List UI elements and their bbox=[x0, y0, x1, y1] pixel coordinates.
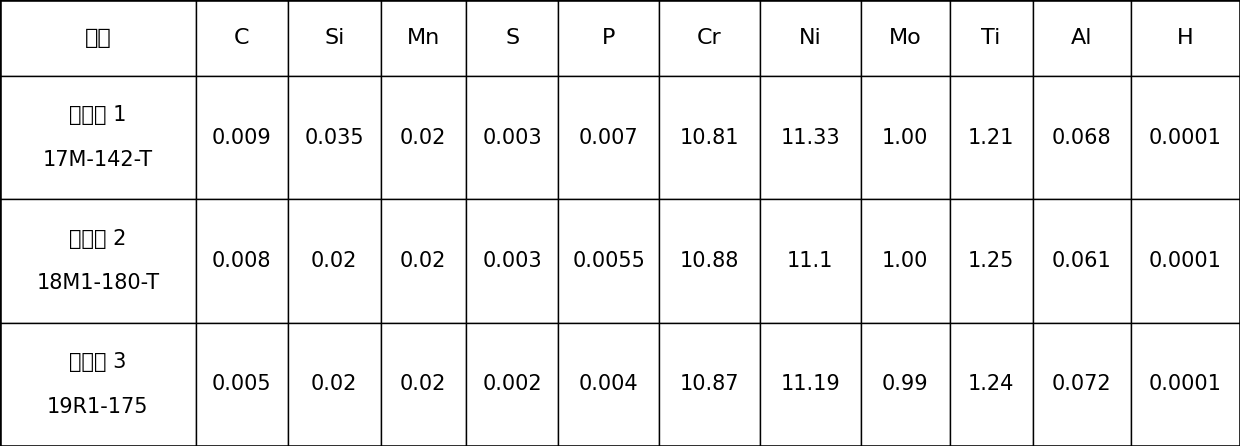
Text: 19R1-175: 19R1-175 bbox=[47, 396, 149, 417]
Text: 0.009: 0.009 bbox=[212, 128, 272, 148]
Bar bbox=[288, 76, 381, 199]
Bar bbox=[950, 322, 1033, 446]
Bar bbox=[1033, 199, 1131, 322]
Text: 0.003: 0.003 bbox=[482, 128, 542, 148]
Bar bbox=[861, 0, 950, 76]
Bar bbox=[196, 76, 288, 199]
Text: 0.068: 0.068 bbox=[1052, 128, 1111, 148]
Text: 0.007: 0.007 bbox=[579, 128, 639, 148]
Bar bbox=[381, 76, 466, 199]
Bar bbox=[381, 322, 466, 446]
Bar bbox=[760, 76, 861, 199]
Bar bbox=[196, 0, 288, 76]
Bar bbox=[1033, 76, 1131, 199]
Text: C: C bbox=[234, 28, 249, 48]
Bar bbox=[760, 322, 861, 446]
Text: 0.0001: 0.0001 bbox=[1149, 251, 1221, 271]
Text: 0.061: 0.061 bbox=[1052, 251, 1111, 271]
Text: 11.33: 11.33 bbox=[780, 128, 839, 148]
Text: 实施例 3: 实施例 3 bbox=[69, 352, 126, 372]
Text: 0.003: 0.003 bbox=[482, 251, 542, 271]
Bar bbox=[558, 199, 660, 322]
Bar bbox=[660, 76, 760, 199]
Text: 0.02: 0.02 bbox=[401, 128, 446, 148]
Text: 1.00: 1.00 bbox=[882, 128, 929, 148]
Text: 0.072: 0.072 bbox=[1052, 374, 1111, 394]
Bar bbox=[558, 0, 660, 76]
Bar bbox=[1131, 322, 1240, 446]
Text: 1.21: 1.21 bbox=[968, 128, 1014, 148]
Bar bbox=[558, 322, 660, 446]
Text: 0.0001: 0.0001 bbox=[1149, 374, 1221, 394]
Bar bbox=[558, 76, 660, 199]
Text: P: P bbox=[603, 28, 615, 48]
Bar bbox=[660, 199, 760, 322]
Bar bbox=[196, 322, 288, 446]
Bar bbox=[950, 0, 1033, 76]
Text: Mo: Mo bbox=[889, 28, 921, 48]
Text: 11.19: 11.19 bbox=[780, 374, 841, 394]
Text: Ni: Ni bbox=[799, 28, 822, 48]
Text: 0.99: 0.99 bbox=[882, 374, 929, 394]
Text: Al: Al bbox=[1071, 28, 1092, 48]
Bar bbox=[0, 322, 196, 446]
Text: 10.81: 10.81 bbox=[680, 128, 739, 148]
Text: 1.00: 1.00 bbox=[882, 251, 929, 271]
Text: 10.87: 10.87 bbox=[680, 374, 739, 394]
Text: 0.005: 0.005 bbox=[212, 374, 272, 394]
Text: 0.0001: 0.0001 bbox=[1149, 128, 1221, 148]
Bar bbox=[196, 199, 288, 322]
Bar bbox=[861, 76, 950, 199]
Text: 0.008: 0.008 bbox=[212, 251, 272, 271]
Text: 18M1-180-T: 18M1-180-T bbox=[36, 273, 160, 293]
Text: 0.02: 0.02 bbox=[311, 251, 357, 271]
Bar bbox=[0, 0, 196, 76]
Text: Mn: Mn bbox=[407, 28, 440, 48]
Text: 0.0055: 0.0055 bbox=[573, 251, 645, 271]
Text: 0.035: 0.035 bbox=[305, 128, 365, 148]
Text: 17M-142-T: 17M-142-T bbox=[42, 150, 153, 170]
Bar bbox=[861, 199, 950, 322]
Bar bbox=[660, 0, 760, 76]
Bar bbox=[466, 199, 558, 322]
Text: 实施例 2: 实施例 2 bbox=[69, 229, 126, 249]
Text: Ti: Ti bbox=[981, 28, 1001, 48]
Bar bbox=[760, 0, 861, 76]
Bar bbox=[1131, 76, 1240, 199]
Bar bbox=[1033, 322, 1131, 446]
Text: 0.02: 0.02 bbox=[311, 374, 357, 394]
Bar bbox=[288, 322, 381, 446]
Bar bbox=[381, 0, 466, 76]
Text: 0.002: 0.002 bbox=[482, 374, 542, 394]
Bar bbox=[950, 199, 1033, 322]
Bar bbox=[288, 0, 381, 76]
Text: Si: Si bbox=[324, 28, 345, 48]
Bar bbox=[466, 76, 558, 199]
Text: 0.02: 0.02 bbox=[401, 374, 446, 394]
Bar bbox=[466, 322, 558, 446]
Bar bbox=[1131, 0, 1240, 76]
Bar bbox=[1131, 199, 1240, 322]
Bar bbox=[288, 199, 381, 322]
Text: 10.88: 10.88 bbox=[680, 251, 739, 271]
Bar bbox=[760, 199, 861, 322]
Text: H: H bbox=[1177, 28, 1194, 48]
Text: 1.24: 1.24 bbox=[968, 374, 1014, 394]
Bar bbox=[0, 76, 196, 199]
Text: 实施例 1: 实施例 1 bbox=[69, 105, 126, 125]
Text: 0.02: 0.02 bbox=[401, 251, 446, 271]
Text: 1.25: 1.25 bbox=[968, 251, 1014, 271]
Text: 元素: 元素 bbox=[84, 28, 112, 48]
Text: 11.1: 11.1 bbox=[787, 251, 833, 271]
Bar bbox=[861, 322, 950, 446]
Bar bbox=[1033, 0, 1131, 76]
Bar bbox=[950, 76, 1033, 199]
Text: 0.004: 0.004 bbox=[579, 374, 639, 394]
Bar bbox=[381, 199, 466, 322]
Bar bbox=[466, 0, 558, 76]
Bar bbox=[0, 199, 196, 322]
Bar bbox=[660, 322, 760, 446]
Text: S: S bbox=[505, 28, 520, 48]
Text: Cr: Cr bbox=[697, 28, 722, 48]
